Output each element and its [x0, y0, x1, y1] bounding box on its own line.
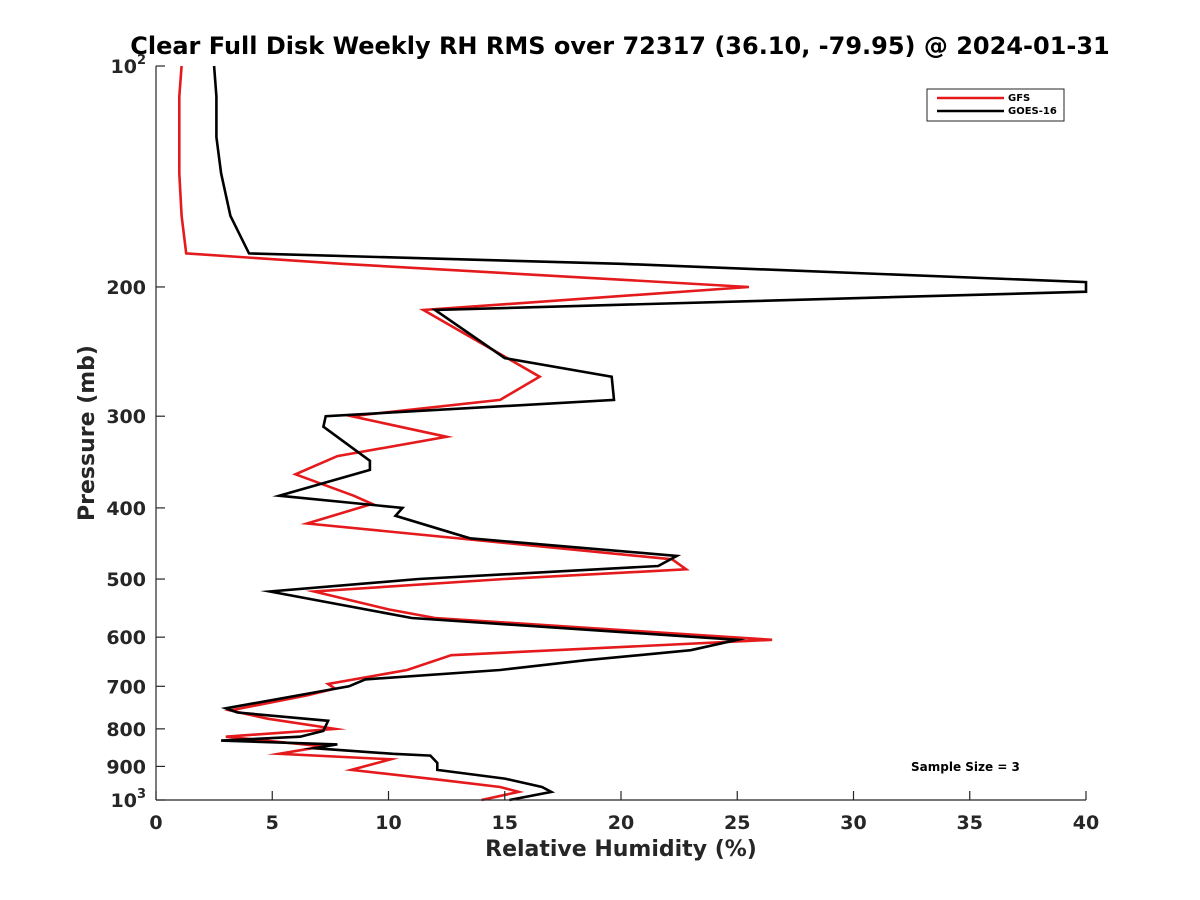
x-tick-label: 20	[608, 812, 634, 834]
series-line-goes16	[212, 65, 1088, 802]
legend-label-gfs: GFS	[1008, 93, 1030, 104]
legend: GFS GOES-16	[926, 88, 1065, 122]
x-tick-label: 10	[375, 812, 401, 834]
x-tick-label: 40	[1073, 812, 1099, 834]
x-tick-label: 30	[840, 812, 866, 834]
y-ticks: 102 200 300 400 500 600 700 800 900 103	[106, 53, 165, 812]
chart-title: Clear Full Disk Weekly RH RMS over 72317…	[130, 32, 1110, 60]
y-tick-label: 400	[106, 498, 146, 520]
x-axis-label: Relative Humidity (%)	[485, 837, 757, 862]
y-tick-label: 300	[106, 406, 146, 428]
y-tick-label: 900	[106, 756, 146, 778]
legend-box	[926, 88, 1065, 122]
y-tick-label: 800	[106, 719, 146, 741]
y-tick-label: 200	[106, 277, 146, 299]
x-tick-label: 25	[724, 812, 750, 834]
x-tick-label: 0	[149, 812, 162, 834]
x-tick-label: 35	[957, 812, 983, 834]
series-layer	[178, 65, 1088, 802]
y-tick-label: 700	[106, 676, 146, 698]
x-ticks: 0 5 10 15 20 25 30 35 40	[149, 791, 1099, 834]
y-tick-label: 500	[106, 569, 146, 591]
x-tick-label: 5	[266, 812, 279, 834]
plot-area: 0 5 10 15 20 25 30 35 40 102 200 300 400 500 600 700 80…	[106, 53, 1099, 834]
y-tick-label: 600	[106, 627, 146, 649]
sample-size-annotation: Sample Size = 3	[911, 760, 1020, 774]
y-tick-label: 102	[111, 53, 147, 78]
series-line-gfs	[178, 65, 773, 802]
x-tick-label: 15	[492, 812, 518, 834]
y-tick-label: 103	[111, 787, 147, 812]
y-axis-label: Pressure (mb)	[75, 345, 100, 521]
legend-label-goes16: GOES-16	[1008, 106, 1057, 117]
